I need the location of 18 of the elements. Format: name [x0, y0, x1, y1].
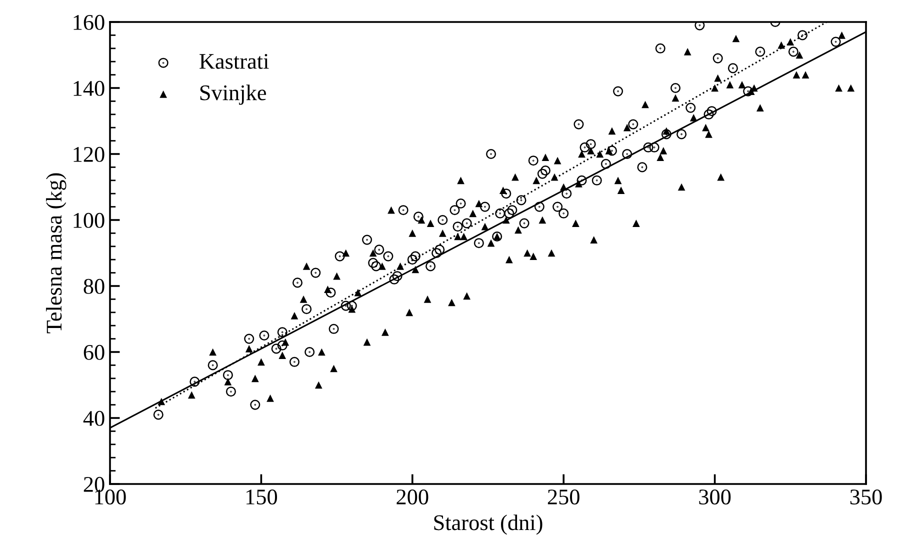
x-tick-label: 100: [95, 490, 126, 504]
y-tick-label: 60: [84, 344, 104, 360]
y-tick-label: 160: [74, 14, 104, 30]
x-tick-label: 200: [396, 490, 428, 504]
y-tick-label: 140: [74, 80, 104, 96]
y-axis-title: Telesna masa (kg): [46, 173, 66, 334]
x-tick-label: 150: [246, 490, 278, 504]
legend-label: Kastrati: [200, 54, 269, 69]
y-tick-label: 20: [84, 476, 104, 492]
x-tick-label: 300: [699, 490, 731, 504]
y-tick-label: 80: [84, 278, 104, 294]
legend-label: Svinjke: [200, 84, 266, 105]
x-tick-label: 350: [850, 490, 882, 504]
x-axis-title: Starost (dni): [434, 514, 542, 535]
y-tick-label: 120: [74, 146, 104, 162]
y-tick-label: 40: [83, 410, 104, 426]
y-tick-label: 100: [74, 212, 104, 228]
x-tick-label: 250: [548, 490, 580, 504]
